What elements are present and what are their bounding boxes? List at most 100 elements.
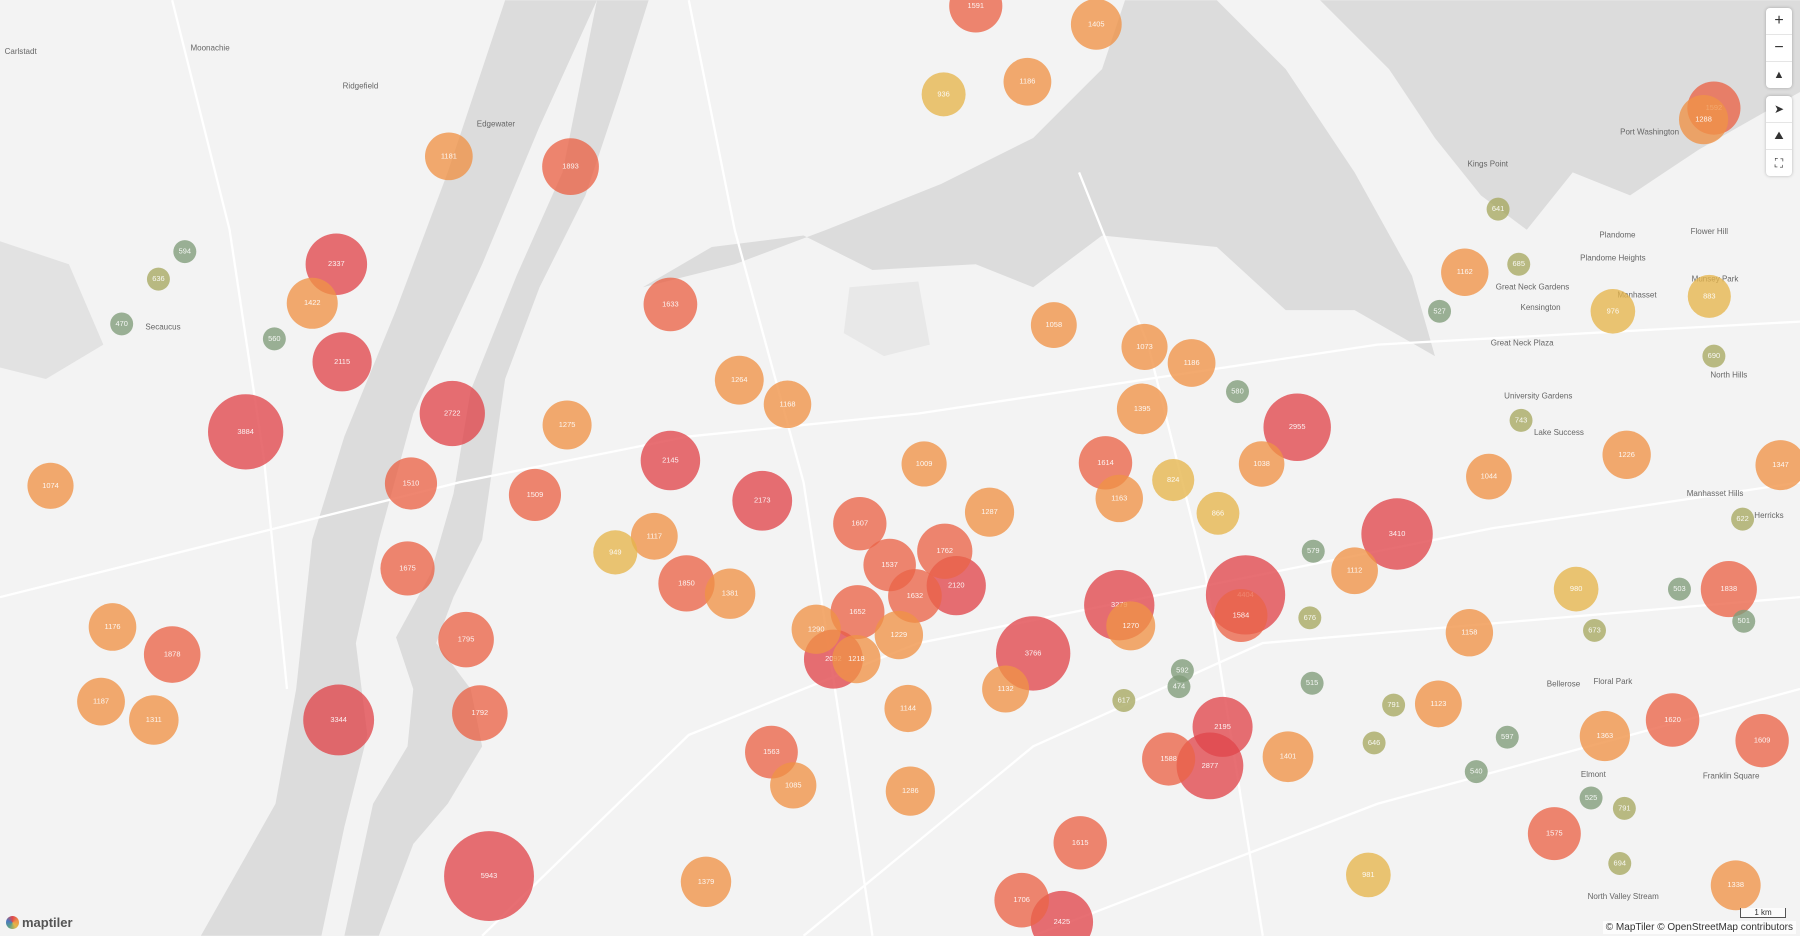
cluster-count: 1838 — [1721, 584, 1738, 593]
cluster-circle — [1464, 760, 1488, 784]
place-labels: Carlstadt Moonachie Ridgefield Edgewater Sec… — [5, 44, 1784, 901]
place-label: University Gardens — [1504, 391, 1572, 400]
place-label: Lake Success — [1534, 428, 1584, 437]
cluster-count: 1878 — [164, 650, 181, 659]
cluster-count: 646 — [1368, 738, 1380, 747]
cluster-circle — [1414, 680, 1462, 728]
cluster-circle — [1702, 344, 1726, 368]
cluster-count: 1038 — [1253, 459, 1270, 468]
cluster-circle — [630, 512, 678, 560]
cluster-count: 1186 — [1019, 77, 1035, 86]
cluster-count: 1123 — [1430, 699, 1446, 708]
cluster-count: 580 — [1231, 387, 1243, 396]
cluster-count: 1575 — [1546, 829, 1563, 838]
cluster-count: 1607 — [852, 519, 869, 528]
cluster-circle — [874, 610, 924, 660]
cluster-circle — [1667, 577, 1691, 601]
cluster-count: 560 — [268, 334, 280, 343]
cluster-count: 579 — [1307, 546, 1319, 555]
cluster-count: 980 — [1570, 584, 1582, 593]
cluster-circle — [1382, 693, 1406, 717]
cluster-circle — [1755, 440, 1800, 491]
cluster-circle — [1106, 601, 1156, 651]
cluster-count: 1510 — [403, 478, 420, 487]
cluster-circle — [1731, 507, 1755, 531]
cluster-circle — [110, 312, 134, 336]
cluster-circle — [593, 530, 638, 575]
place-label: Edgewater — [477, 119, 516, 128]
cluster-count: 1158 — [1461, 628, 1477, 637]
cluster-circle — [425, 132, 473, 181]
scale-bar: 1 km — [1740, 908, 1786, 918]
cluster-circle — [312, 332, 372, 392]
cluster-circle — [173, 240, 197, 264]
cluster-circle — [77, 677, 125, 726]
cluster-count: 515 — [1306, 678, 1318, 687]
cluster-circle — [1070, 0, 1122, 50]
cluster-circle — [262, 327, 286, 351]
cluster-count: 641 — [1492, 204, 1504, 213]
place-label: Bellerose — [1547, 680, 1581, 689]
cluster-circle — [1152, 458, 1195, 502]
fullscreen-button[interactable]: ⛶ — [1774, 155, 1784, 170]
cluster-count: 1591 — [967, 1, 984, 10]
cluster-circle — [964, 487, 1015, 537]
cluster-circle — [1527, 807, 1581, 861]
cluster-circle — [1121, 323, 1168, 370]
cluster-count: 1264 — [731, 375, 748, 384]
cluster-circle — [680, 856, 732, 908]
cluster-circle — [1687, 274, 1731, 318]
cluster-count: 2173 — [754, 496, 771, 505]
cluster-circle — [1053, 816, 1107, 870]
cluster-count: 1347 — [1772, 460, 1789, 469]
cluster-circle — [1710, 860, 1761, 911]
cluster-circle — [1095, 474, 1143, 523]
geolocate-button[interactable]: ➤ — [1766, 96, 1792, 123]
cluster-circle — [1509, 408, 1533, 432]
cluster-circle — [542, 400, 592, 450]
cluster-circle — [1300, 671, 1324, 695]
cluster-count: 636 — [152, 274, 164, 283]
cluster-count: 3344 — [330, 715, 347, 724]
cluster-circle — [1441, 248, 1489, 296]
terrain-button[interactable]: ⛰ — [1766, 123, 1792, 150]
zoom-out-button[interactable]: − — [1766, 35, 1792, 62]
cluster-count: 1290 — [808, 624, 825, 633]
cluster-circle — [1583, 618, 1606, 642]
cluster-count: 1229 — [891, 630, 908, 639]
place-label: North Hills — [1710, 371, 1747, 380]
cluster-circle — [1362, 731, 1386, 755]
cluster-count: 1287 — [981, 507, 998, 516]
cluster-count: 3884 — [237, 427, 254, 436]
cluster-circle — [1116, 383, 1168, 435]
cluster-count: 597 — [1501, 732, 1513, 741]
cluster-circle — [286, 277, 338, 329]
cluster-count: 824 — [1167, 475, 1179, 484]
cluster-circle — [129, 695, 179, 745]
cluster-circle — [1732, 609, 1756, 633]
cluster-count: 883 — [1703, 291, 1715, 300]
cluster-circle — [452, 685, 508, 741]
zoom-in-button[interactable]: + — [1766, 8, 1792, 35]
cluster-circle — [714, 355, 764, 405]
cluster-circle — [1428, 299, 1452, 323]
place-label: Manhasset — [1617, 290, 1657, 299]
cluster-circle — [1645, 693, 1700, 747]
cluster-circle — [384, 457, 438, 510]
cluster-count: 1117 — [647, 531, 662, 540]
cluster-circle — [88, 603, 137, 651]
cluster-count: 1632 — [907, 591, 924, 600]
cluster-circle — [1003, 57, 1052, 106]
cluster-circle — [1331, 547, 1378, 595]
cluster-count: 743 — [1515, 415, 1527, 424]
compass-button[interactable]: ▲ — [1773, 69, 1785, 81]
cluster-circle — [791, 604, 841, 654]
cluster-circle — [1735, 713, 1789, 768]
cluster-circle — [1361, 498, 1433, 570]
cluster-circle — [643, 277, 698, 332]
cluster-count: 1132 — [998, 684, 1014, 693]
cluster-count: 501 — [1738, 616, 1750, 625]
place-label: Ridgefield — [343, 81, 379, 90]
zoom-controls: + − ▲ — [1766, 8, 1792, 88]
